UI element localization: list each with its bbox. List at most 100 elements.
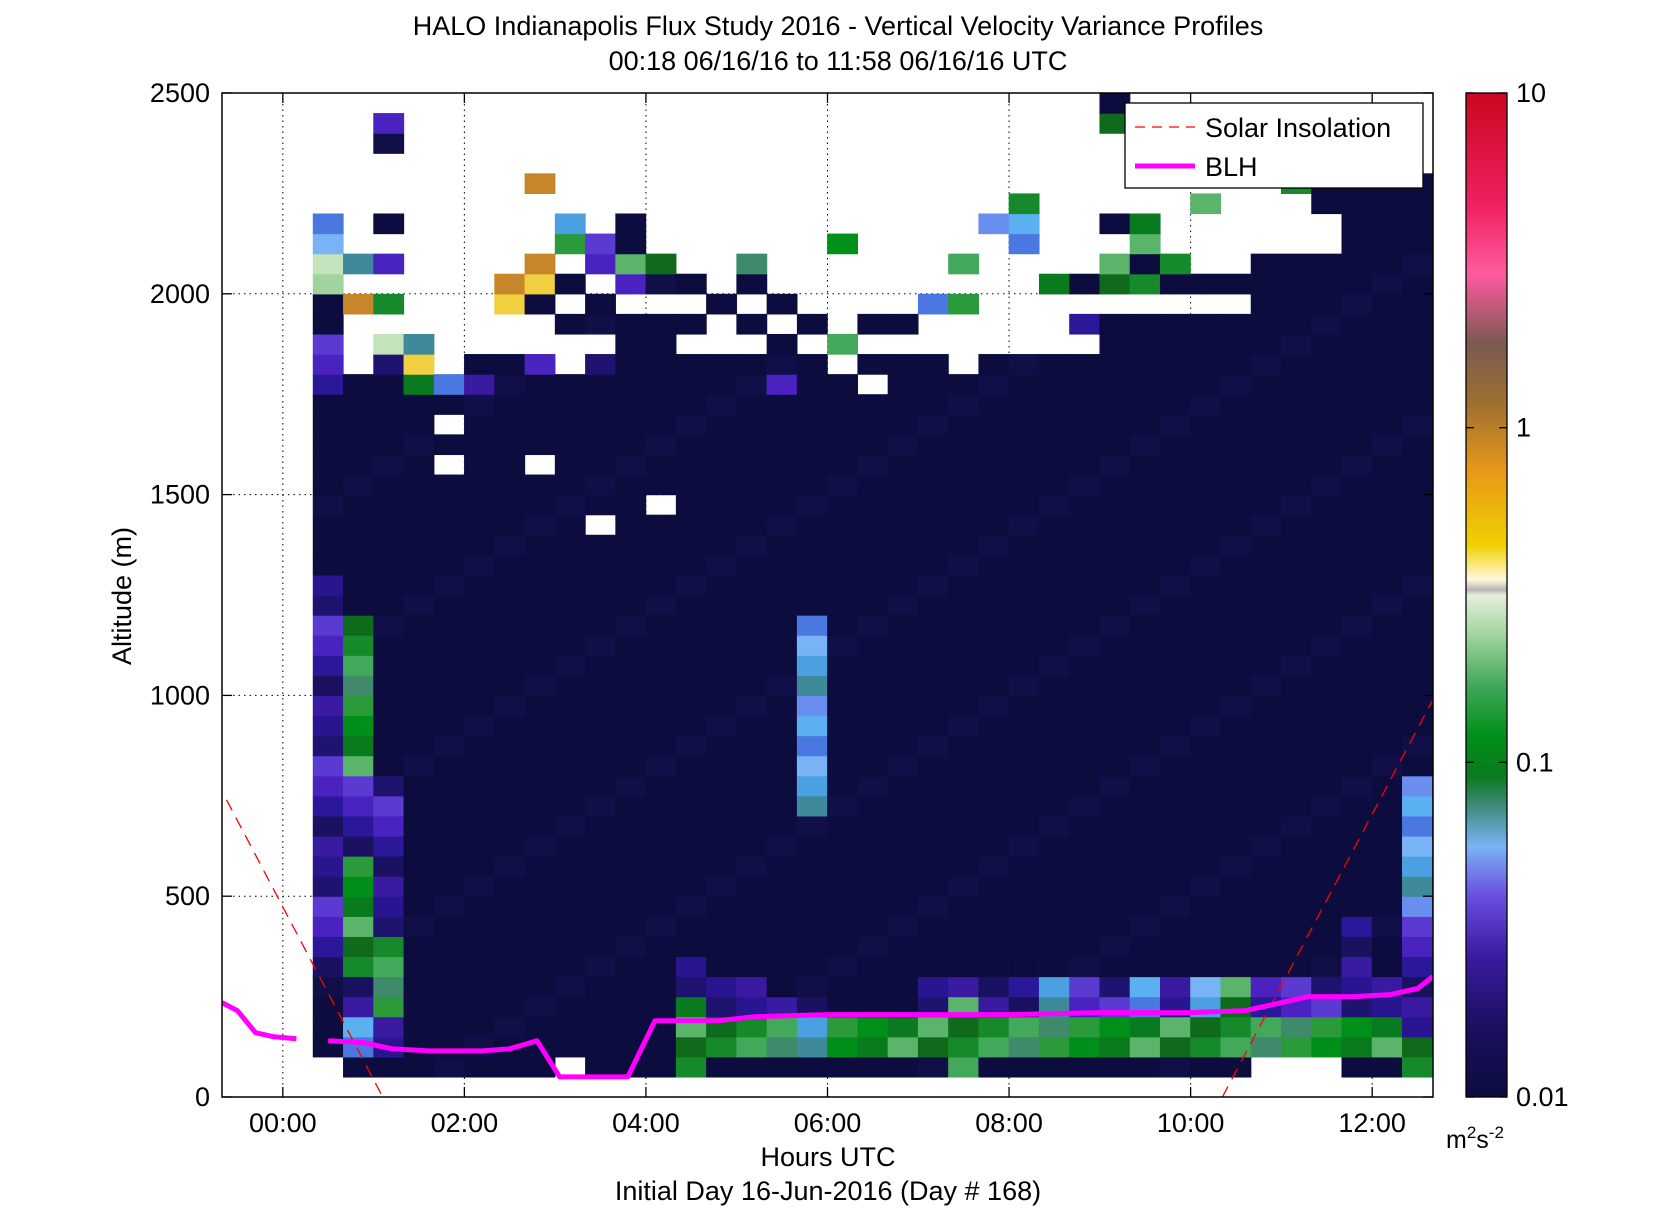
heatmap-cell: [675, 273, 707, 295]
heatmap-cell: [373, 655, 405, 676]
heatmap-cell: [554, 273, 586, 295]
heatmap-cell: [312, 896, 344, 917]
heatmap-cell: [1038, 715, 1070, 737]
heatmap-cell: [887, 735, 919, 757]
heatmap-cell: [403, 715, 435, 737]
heatmap-cell: [464, 675, 495, 696]
heatmap-cell: [343, 554, 374, 576]
heatmap-cell: [736, 414, 768, 435]
heatmap-cell: [766, 835, 798, 857]
heatmap-cell: [1220, 534, 1252, 556]
heatmap-cell: [312, 253, 344, 275]
heatmap-cell: [343, 655, 374, 676]
heatmap-cell: [1341, 595, 1373, 616]
heatmap-cell: [1099, 394, 1131, 415]
heatmap-cell: [1038, 936, 1070, 958]
heatmap-cell: [433, 595, 465, 616]
heatmap-cell: [373, 1016, 405, 1038]
heatmap-cell: [796, 976, 828, 998]
heatmap-cell: [1159, 394, 1191, 415]
heatmap-cell: [796, 595, 828, 616]
heatmap-cell: [1402, 554, 1433, 576]
heatmap-cell: [1069, 595, 1101, 616]
heatmap-cell: [796, 655, 828, 676]
heatmap-cell: [1220, 494, 1252, 516]
heatmap-cell: [312, 655, 344, 676]
heatmap-cell: [1311, 414, 1343, 435]
heatmap-cell: [706, 595, 737, 616]
heatmap-cell: [464, 1016, 495, 1038]
heatmap-cell: [978, 1016, 1010, 1038]
heatmap-cell: [736, 976, 768, 998]
heatmap-cell: [1099, 414, 1131, 435]
heatmap-cell: [978, 815, 1010, 837]
heatmap-cell: [978, 896, 1010, 917]
heatmap-cell: [554, 615, 586, 636]
heatmap-cell: [433, 715, 465, 737]
heatmap-cell: [585, 996, 616, 1018]
heatmap-cell: [948, 735, 980, 757]
heatmap-cell: [827, 695, 859, 717]
heatmap-cell: [1099, 93, 1131, 114]
heatmap-cell: [1341, 775, 1373, 797]
heatmap-cell: [524, 173, 556, 194]
heatmap-cell: [1250, 615, 1282, 636]
heatmap-cell: [585, 635, 616, 656]
heatmap-cell: [1371, 554, 1403, 576]
heatmap-cell: [1341, 956, 1373, 978]
heatmap-cell: [887, 635, 919, 656]
heatmap-cell: [1250, 1016, 1282, 1038]
heatmap-cell: [1190, 655, 1222, 676]
heatmap-cell: [796, 554, 828, 576]
heatmap-cell: [1008, 1056, 1040, 1078]
heatmap-cell: [1008, 554, 1040, 576]
heatmap-cell: [1371, 675, 1403, 696]
heatmap-cell: [857, 835, 889, 857]
heatmap-cell: [343, 615, 374, 636]
heatmap-cell: [1280, 474, 1312, 496]
heatmap-cell: [615, 414, 647, 435]
heatmap-cell: [1159, 755, 1191, 777]
heatmap-cell: [857, 313, 889, 335]
heatmap-cell: [403, 655, 435, 676]
heatmap-cell: [978, 755, 1010, 777]
heatmap-cell: [1371, 514, 1403, 536]
heatmap-cell: [1008, 514, 1040, 536]
heatmap-cell: [1190, 1016, 1222, 1038]
heatmap-cell: [1069, 916, 1101, 937]
heatmap-cell: [494, 896, 526, 917]
heatmap-cell: [1311, 635, 1343, 656]
heatmap-cell: [766, 394, 798, 415]
heatmap-cell: [706, 936, 737, 958]
heatmap-cell: [433, 896, 465, 917]
heatmap-cell: [615, 534, 647, 556]
heatmap-cell: [948, 1036, 980, 1058]
heatmap-cell: [373, 1056, 405, 1078]
x-tick-label: 00:00: [249, 1108, 317, 1138]
x-axis-sublabel: Initial Day 16-Jun-2016 (Day # 168): [615, 1176, 1041, 1206]
heatmap-cell: [1190, 434, 1222, 456]
heatmap-cell: [1220, 896, 1252, 917]
heatmap-cell: [1371, 916, 1403, 937]
heatmap-cell: [645, 916, 677, 937]
heatmap-cell: [585, 474, 616, 496]
heatmap-cell: [736, 574, 768, 596]
heatmap-cell: [1159, 574, 1191, 596]
heatmap-cell: [1038, 835, 1070, 857]
heatmap-cell: [615, 374, 647, 395]
heatmap-cell: [887, 1016, 919, 1038]
heatmap-cell: [645, 735, 677, 757]
heatmap-cell: [312, 615, 344, 636]
heatmap-cells: [312, 93, 1433, 1078]
heatmap-cell: [1038, 876, 1070, 897]
heatmap-cell: [373, 876, 405, 897]
heatmap-cell: [1280, 635, 1312, 656]
heatmap-cell: [645, 414, 677, 435]
heatmap-cell: [494, 916, 526, 937]
heatmap-cell: [1159, 514, 1191, 536]
heatmap-cell: [1008, 233, 1040, 255]
heatmap-cell: [1311, 795, 1343, 817]
heatmap-cell: [736, 273, 768, 295]
heatmap-cell: [917, 615, 949, 636]
heatmap-cell: [1250, 354, 1282, 375]
